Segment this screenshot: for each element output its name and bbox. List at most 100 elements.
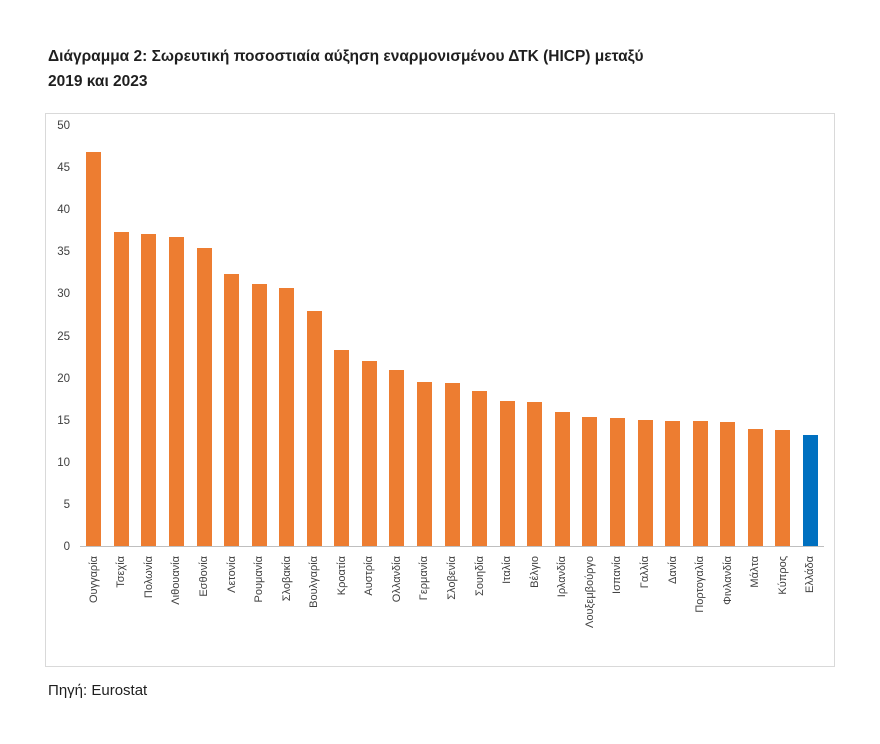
bar-column	[686, 126, 714, 546]
bar	[334, 350, 350, 546]
x-axis-label: Βουλγαρία	[301, 551, 329, 663]
y-tick-label: 20	[57, 372, 70, 385]
source-note: Πηγή: Eurostat	[48, 682, 148, 699]
x-axis-label-text: Ολλανδία	[390, 556, 403, 603]
bar-column	[797, 126, 825, 546]
y-tick-label: 40	[57, 204, 70, 217]
x-axis-label-text: Ουγγαρία	[87, 556, 100, 603]
bar	[720, 421, 736, 546]
bar	[86, 152, 102, 546]
bar	[554, 411, 570, 546]
x-axis-label-text: Εσθονία	[197, 556, 210, 597]
bar-column	[108, 126, 136, 546]
x-axis-label: Σλοβακία	[273, 551, 301, 663]
x-axis-label-text: Σλοβενία	[446, 556, 459, 600]
bar	[665, 420, 681, 546]
bar	[527, 401, 543, 546]
bar-column	[135, 126, 163, 546]
bar	[692, 420, 708, 546]
bar-column	[549, 126, 577, 546]
bar	[637, 420, 653, 546]
bar-column	[356, 126, 384, 546]
bar	[168, 236, 184, 546]
bar	[609, 418, 625, 546]
bar	[582, 417, 598, 546]
x-axis-label-text: Βουλγαρία	[308, 556, 321, 608]
bar-column	[466, 126, 494, 546]
bar-column	[80, 126, 108, 546]
y-tick-label: 0	[63, 541, 70, 553]
x-axis-label-text: Μάλτα	[749, 556, 762, 588]
x-axis-label-text: Πορτογαλία	[694, 556, 707, 613]
x-axis-label: Λετονία	[218, 551, 246, 663]
x-labels: Ουγγαρία Τσεχία Πολωνία Λιθουανία Εσθονία Λετ…	[80, 551, 824, 663]
x-axis-label-text: Λετονία	[225, 556, 238, 593]
x-axis-label: Αυστρία	[356, 551, 384, 663]
y-tick-label: 30	[57, 288, 70, 301]
x-axis-label-text: Σλοβακία	[280, 556, 293, 602]
y-tick-label: 5	[63, 498, 70, 511]
x-axis-label-text: Ιρλανδία	[556, 556, 569, 598]
x-axis-label-text: Ρουμανία	[253, 556, 266, 603]
x-axis-label: Ελλάδα	[797, 551, 825, 663]
x-axis-label: Λιθουανία	[163, 551, 191, 663]
x-axis-label: Ιταλία	[493, 551, 521, 663]
x-axis-label-text: Πολωνία	[142, 556, 155, 599]
y-tick-label: 15	[57, 414, 70, 427]
x-axis-label-text: Τσεχία	[115, 556, 128, 588]
x-axis-label-text: Φινλανδία	[721, 556, 734, 605]
x-axis-label: Κροατία	[328, 551, 356, 663]
x-axis-label-text: Βέλγιο	[528, 556, 541, 588]
bar	[196, 247, 212, 546]
x-axis-label-text: Αυστρία	[363, 556, 376, 596]
bar-column	[769, 126, 797, 546]
y-tick-label: 25	[57, 330, 70, 343]
chart-title: Διάγραμμα 2: Σωρευτική ποσοστιαία αύξηση…	[48, 44, 818, 94]
bar-column	[163, 126, 191, 546]
bar-column	[190, 126, 218, 546]
bar-column	[742, 126, 770, 546]
bar	[306, 310, 322, 546]
x-axis-label: Ολλανδία	[383, 551, 411, 663]
bar	[224, 273, 240, 546]
plot-area	[80, 126, 824, 547]
bar-column	[383, 126, 411, 546]
x-axis-label-text: Γερμανία	[418, 556, 431, 601]
x-axis-label-text: Λιθουανία	[170, 556, 183, 605]
chart-title-line1: Διάγραμμα 2: Σωρευτική ποσοστιαία αύξηση…	[48, 48, 644, 65]
bar	[389, 369, 405, 546]
x-axis-label: Εσθονία	[190, 551, 218, 663]
x-axis-label: Γαλλία	[631, 551, 659, 663]
bar	[113, 231, 129, 546]
bar	[251, 283, 267, 546]
bar-column	[301, 126, 329, 546]
x-axis-label: Μάλτα	[742, 551, 770, 663]
bar	[279, 288, 295, 546]
x-axis-label: Κύπρος	[769, 551, 797, 663]
bar-highlight	[802, 435, 818, 546]
x-axis-label: Πολωνία	[135, 551, 163, 663]
bar-column	[411, 126, 439, 546]
x-axis-label-text: Σουηδία	[473, 556, 486, 596]
x-axis-label: Ουγγαρία	[80, 551, 108, 663]
x-axis-label: Σουηδία	[466, 551, 494, 663]
x-axis-label: Σλοβενία	[438, 551, 466, 663]
x-axis-label: Ισπανία	[604, 551, 632, 663]
bar	[472, 390, 488, 546]
y-tick-label: 45	[57, 162, 70, 175]
x-axis-label: Δανία	[659, 551, 687, 663]
bar-column	[328, 126, 356, 546]
y-tick-label: 50	[57, 120, 70, 132]
bar-column	[659, 126, 687, 546]
bar-column	[714, 126, 742, 546]
x-axis-label-text: Γαλλία	[638, 556, 651, 589]
bar	[141, 234, 157, 546]
x-axis-label-text: Κροατία	[335, 556, 348, 596]
bars	[80, 126, 824, 546]
bar-column	[245, 126, 273, 546]
bar	[361, 361, 377, 546]
bar-column	[438, 126, 466, 546]
bar-column	[521, 126, 549, 546]
bar	[747, 429, 763, 546]
